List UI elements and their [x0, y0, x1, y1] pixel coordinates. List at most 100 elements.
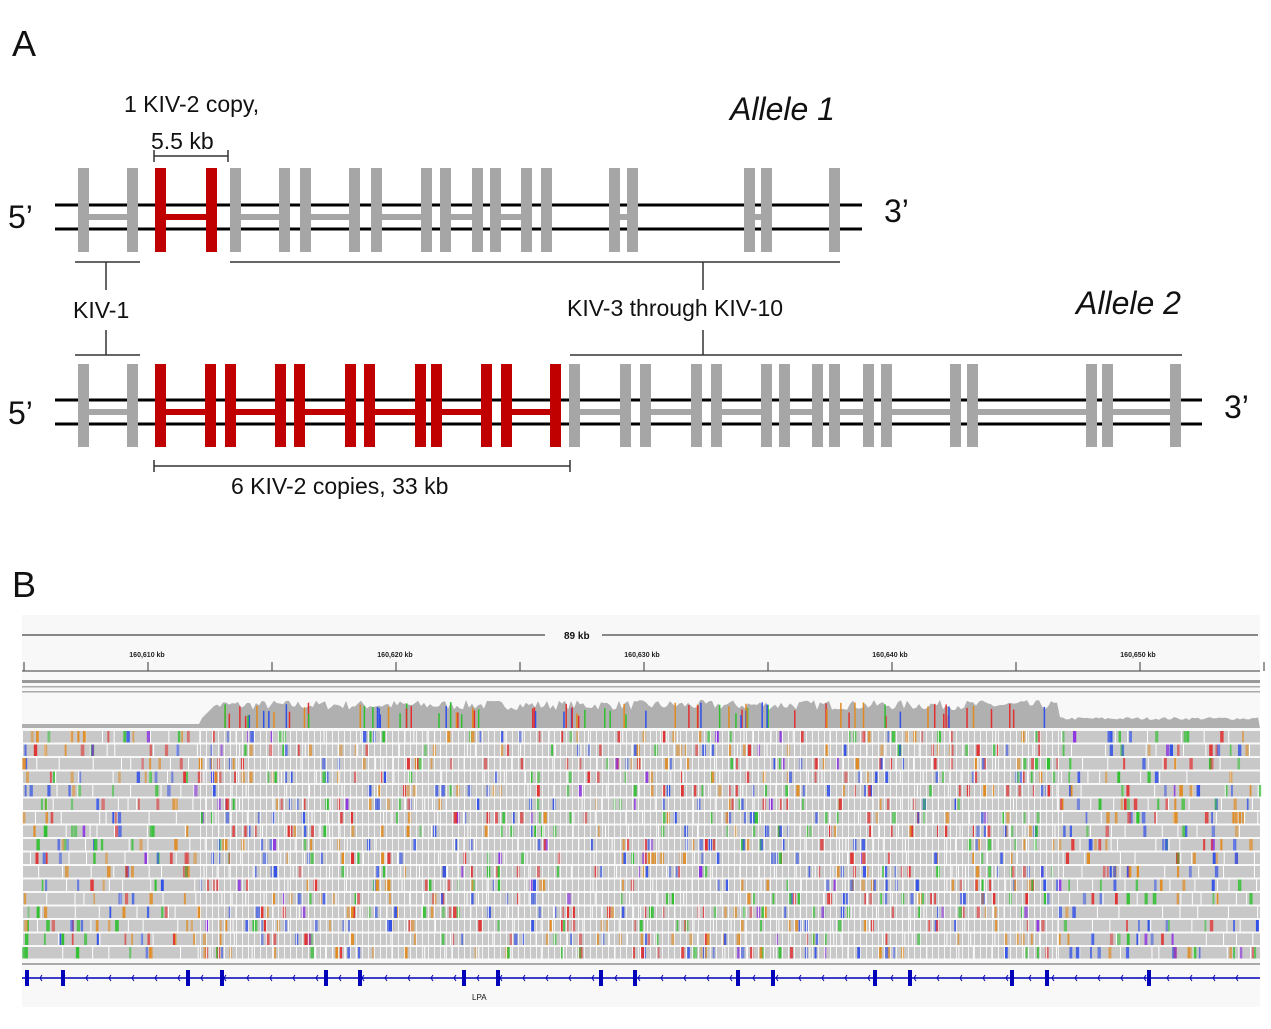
read-mismatch	[1058, 933, 1061, 945]
read-gap	[346, 866, 348, 878]
read-mismatch	[36, 906, 40, 918]
coverage-variant	[696, 704, 699, 728]
read-gap	[1168, 839, 1170, 851]
read-column-gap	[578, 731, 579, 961]
read-column-gap	[686, 731, 687, 961]
read-mismatch	[1089, 839, 1093, 851]
read-gap	[1251, 798, 1253, 810]
read-mismatch	[838, 798, 841, 810]
read-mismatch	[174, 839, 178, 851]
read-mismatch	[282, 906, 286, 918]
read-gap	[992, 906, 994, 918]
read-mismatch	[1117, 771, 1121, 783]
read-gap	[916, 785, 918, 797]
read-column-gap	[980, 731, 981, 961]
read-gap	[697, 825, 699, 837]
read-mismatch	[861, 839, 866, 851]
read-gap	[130, 758, 132, 770]
read-gap	[278, 879, 280, 891]
read-gap	[670, 771, 672, 783]
read-gap	[1020, 771, 1022, 783]
read-gap	[1239, 920, 1241, 932]
allele1-label: Allele 1	[728, 91, 835, 127]
read-mismatch	[825, 744, 828, 756]
read-mismatch	[337, 798, 340, 810]
read-mismatch	[415, 758, 418, 770]
coverage-variant	[728, 706, 730, 728]
read-mismatch	[921, 731, 924, 743]
read-mismatch	[136, 771, 141, 783]
read-mismatch	[717, 879, 720, 891]
read-mismatch	[492, 785, 496, 797]
read-gap	[790, 933, 792, 945]
coverage-variant	[576, 713, 578, 728]
read-mismatch	[1154, 879, 1157, 891]
kiv2-bar	[501, 364, 512, 447]
read-gap	[995, 920, 997, 932]
coverage-variant	[645, 710, 647, 728]
read-mismatch	[671, 933, 675, 945]
read-row	[22, 852, 1260, 864]
read-mismatch	[915, 879, 919, 891]
read-mismatch	[144, 852, 147, 864]
read-gap	[626, 933, 628, 945]
read-mismatch	[93, 893, 96, 905]
read-mismatch	[82, 825, 86, 837]
read-gap	[106, 744, 108, 756]
read-mismatch	[779, 798, 782, 810]
read-gap	[383, 812, 385, 824]
read-gap	[710, 744, 712, 756]
read-mismatch	[1127, 812, 1131, 824]
read-gap	[86, 852, 88, 864]
read-mismatch	[976, 825, 980, 837]
read-gap	[618, 920, 620, 932]
read-gap	[567, 771, 569, 783]
read-mismatch	[309, 933, 313, 945]
read-mismatch	[274, 947, 276, 959]
read-mismatch	[1129, 812, 1133, 824]
read-mismatch	[448, 906, 452, 918]
read-mismatch	[295, 933, 299, 945]
read-gap	[1057, 933, 1059, 945]
read-mismatch	[107, 866, 111, 878]
read-gap	[542, 893, 544, 905]
read-gap	[628, 825, 630, 837]
read-gap	[239, 744, 241, 756]
read-mismatch	[1121, 785, 1124, 797]
read-mismatch	[607, 906, 610, 918]
read-mismatch	[741, 798, 744, 810]
read-mismatch	[93, 852, 96, 864]
read-mismatch	[149, 893, 153, 905]
read-mismatch	[600, 866, 603, 878]
coverage-variant	[927, 706, 929, 728]
read-mismatch	[743, 812, 747, 824]
strand-arrow	[798, 974, 802, 982]
read-gap	[1180, 731, 1182, 743]
read-mismatch	[1031, 758, 1035, 770]
alignment-reads	[22, 731, 1262, 961]
read-gap	[918, 744, 920, 756]
read-mismatch	[71, 920, 74, 932]
read-mismatch	[1102, 866, 1106, 878]
read-mismatch	[616, 758, 619, 770]
read-mismatch	[882, 866, 885, 878]
read-column-gap	[848, 731, 849, 961]
read-gap	[1233, 839, 1235, 851]
coverage-variant	[1012, 709, 1015, 728]
kringle-connector	[160, 409, 210, 415]
coverage-variant	[885, 715, 887, 728]
read-mismatch	[872, 879, 876, 891]
read-gap	[1115, 933, 1117, 945]
read-gap	[466, 893, 468, 905]
read-gap	[467, 825, 469, 837]
read-mismatch	[244, 825, 247, 837]
read-gap	[592, 879, 594, 891]
read-mismatch	[383, 771, 387, 783]
read-gap	[1158, 947, 1160, 959]
read-gap	[893, 812, 895, 824]
read-mismatch	[1233, 947, 1235, 959]
read-mismatch	[718, 785, 722, 797]
read-mismatch	[1091, 933, 1095, 945]
read-mismatch	[661, 852, 665, 864]
read-gap	[511, 758, 513, 770]
